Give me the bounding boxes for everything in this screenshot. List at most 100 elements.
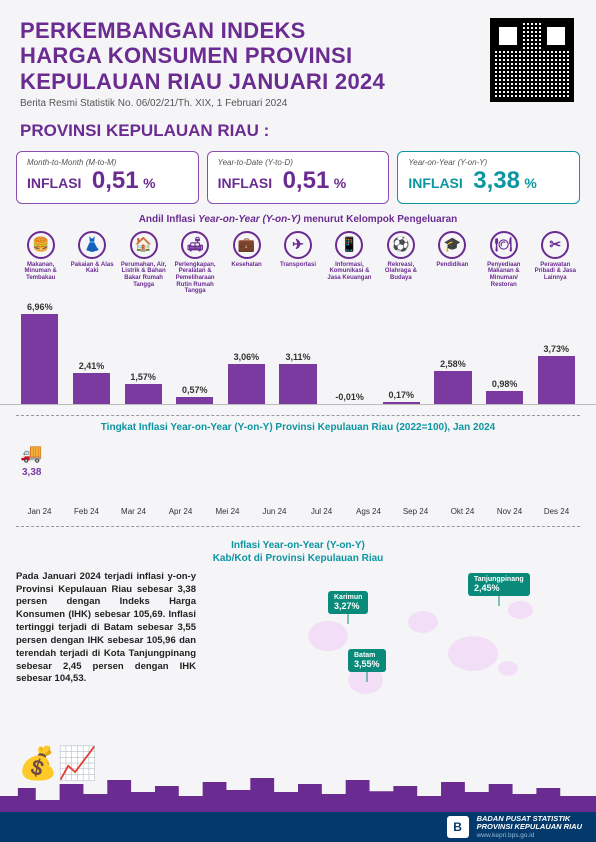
stat-type: Month-to-Month (M-to-M) — [27, 158, 188, 167]
bar-value-label: 6,96% — [27, 302, 53, 312]
timeline-jan-value: 3,38 — [22, 467, 41, 478]
timeline-title: Tingkat Inflasi Year-on-Year (Y-on-Y) Pr… — [0, 422, 596, 437]
bar-item: 3,06% — [223, 301, 271, 404]
bar-value-label: 3,06% — [234, 352, 260, 362]
category-icon: 👗 — [78, 231, 106, 259]
stat-box: Year-to-Date (Y-to-D) INFLASI 0,51 % — [207, 151, 390, 204]
stat-box: Year-on-Year (Y-on-Y) INFLASI 3,38 % — [397, 151, 580, 204]
month-label: Okt 24 — [439, 507, 486, 516]
pin-name: Batam — [354, 652, 380, 659]
bar-value-label: 0,98% — [492, 379, 518, 389]
category-icons: 🍔 Makanan, Minuman & Tembakau 👗 Pakaian & A… — [0, 231, 596, 295]
stat-percent: % — [334, 175, 346, 191]
category-label: Penyediaan Makanan & Minuman/ Restoran — [479, 262, 528, 288]
category-item: 🍽 Penyediaan Makanan & Minuman/ Restoran — [479, 231, 528, 295]
category-label: Perlengkapan, Peralatan & Pemeliharaan R… — [170, 262, 219, 295]
category-icon: 💼 — [233, 231, 261, 259]
bar-rect — [125, 384, 162, 404]
page-title: PERKEMBANGAN INDEKS HARGA KONSUMEN PROVI… — [20, 18, 440, 94]
money-illustration: 💰📈 — [18, 744, 98, 782]
category-label: Pakaian & Alas Kaki — [67, 262, 116, 275]
month-label: Ags 24 — [345, 507, 392, 516]
month-label: Des 24 — [533, 507, 580, 516]
bar-item: 0,98% — [481, 301, 529, 404]
month-label: Sep 24 — [392, 507, 439, 516]
month-label: Jul 24 — [298, 507, 345, 516]
bar-rect — [383, 402, 420, 404]
category-label: Informasi, Komunikasi & Jasa Keuangan — [325, 262, 374, 282]
bar-item: -0,01% — [326, 301, 374, 404]
bar-item: 0,57% — [171, 301, 219, 404]
qr-code — [490, 18, 574, 102]
category-icon: ⚽ — [387, 231, 415, 259]
category-item: ✂Perawatan Pribadi & Jasa Lainnya — [531, 231, 580, 295]
bar-value-label: 1,57% — [130, 372, 156, 382]
category-icon: 🍽 — [490, 231, 518, 259]
pin-value: 3,27% — [334, 601, 360, 611]
bar-rect — [73, 373, 110, 404]
timeline-chart: 🚚 3,38 — [0, 437, 596, 507]
bar-value-label: 2,41% — [79, 361, 105, 371]
month-label: Feb 24 — [63, 507, 110, 516]
footer: B BADAN PUSAT STATISTIK PROVINSI KEPULAU… — [0, 812, 596, 842]
bar-rect — [176, 397, 213, 404]
category-item: 🏠 Perumahan, Air, Listrik & Bahan Bakar R… — [119, 231, 168, 295]
stat-percent: % — [143, 175, 155, 191]
bar-chart: 6,96% 2,41% 1,57% 0,57% 3,06% 3,11% -0,0… — [0, 295, 596, 405]
bar-rect — [228, 364, 265, 404]
bar-rect — [279, 364, 316, 404]
category-item: 🎓Pendidikan — [428, 231, 477, 295]
category-icon: 🍔 — [27, 231, 55, 259]
category-item: 🍔 Makanan, Minuman & Tembakau — [16, 231, 65, 295]
section-title: PROVINSI KEPULAUAN RIAU : — [0, 117, 596, 145]
stat-box: Month-to-Month (M-to-M) INFLASI 0,51 % — [16, 151, 199, 204]
category-label: Pendidikan — [436, 262, 468, 269]
category-item: 👗 Pakaian & Alas Kaki — [67, 231, 116, 295]
bar-rect — [486, 391, 523, 404]
map-pin: Tanjungpinang2,45% — [468, 573, 530, 596]
month-axis: Jan 24Feb 24Mar 24Apr 24Mei 24Jun 24Jul … — [0, 507, 596, 516]
bar-value-label: 2,58% — [440, 359, 466, 369]
bar-value-label: 3,73% — [543, 344, 569, 354]
bar-value-label: -0,01% — [335, 392, 364, 402]
stat-label: INFLASI — [408, 175, 462, 191]
month-label: Mei 24 — [204, 507, 251, 516]
pin-name: Karimun — [334, 594, 362, 601]
map-title: Inflasi Year-on-Year (Y-on-Y)Kab/Kot di … — [0, 533, 596, 571]
category-item: 🛋 Perlengkapan, Peralatan & Pemeliharaan … — [170, 231, 219, 295]
map-pin: Batam3,55% — [348, 649, 386, 672]
category-icon: 🏠 — [130, 231, 158, 259]
category-item: 💼Kesehatan — [222, 231, 271, 295]
bar-item: 2,41% — [68, 301, 116, 404]
pin-value: 2,45% — [474, 583, 500, 593]
category-icon: 🛋 — [181, 231, 209, 259]
category-icon: 📱 — [335, 231, 363, 259]
stat-value: 3,38 — [473, 167, 520, 195]
truck-icon: 🚚 — [20, 443, 42, 464]
category-label: Transportasi — [280, 262, 316, 269]
stat-row: Month-to-Month (M-to-M) INFLASI 0,51 %Ye… — [0, 145, 596, 212]
bar-rect — [538, 356, 575, 404]
category-icon: ✂ — [541, 231, 569, 259]
bar-value-label: 0,17% — [389, 390, 415, 400]
pin-name: Tanjungpinang — [474, 576, 524, 583]
map-pin: Karimun3,27% — [328, 591, 368, 614]
agency-name: BADAN PUSAT STATISTIK PROVINSI KEPULAUAN… — [477, 815, 582, 840]
stat-label: INFLASI — [27, 175, 81, 191]
stat-label: INFLASI — [218, 175, 272, 191]
bar-item: 3,11% — [274, 301, 322, 404]
category-item: 📱 Informasi, Komunikasi & Jasa Keuangan — [325, 231, 374, 295]
category-item: ⚽Rekreasi, Olahraga & Budaya — [376, 231, 425, 295]
pin-value: 3,55% — [354, 659, 380, 669]
bar-value-label: 0,57% — [182, 385, 208, 395]
category-label: Makanan, Minuman & Tembakau — [16, 262, 65, 282]
bar-value-label: 3,11% — [286, 352, 311, 362]
category-item: ✈Transportasi — [273, 231, 322, 295]
andil-title: Andil Inflasi Year-on-Year (Y-on-Y) menu… — [0, 212, 596, 231]
month-label: Jan 24 — [16, 507, 63, 516]
bar-item: 0,17% — [377, 301, 425, 404]
month-label: Jun 24 — [251, 507, 298, 516]
stat-value: 0,51 — [92, 167, 139, 195]
bar-rect — [21, 314, 58, 404]
category-label: Perumahan, Air, Listrik & Bahan Bakar Ru… — [119, 262, 168, 288]
